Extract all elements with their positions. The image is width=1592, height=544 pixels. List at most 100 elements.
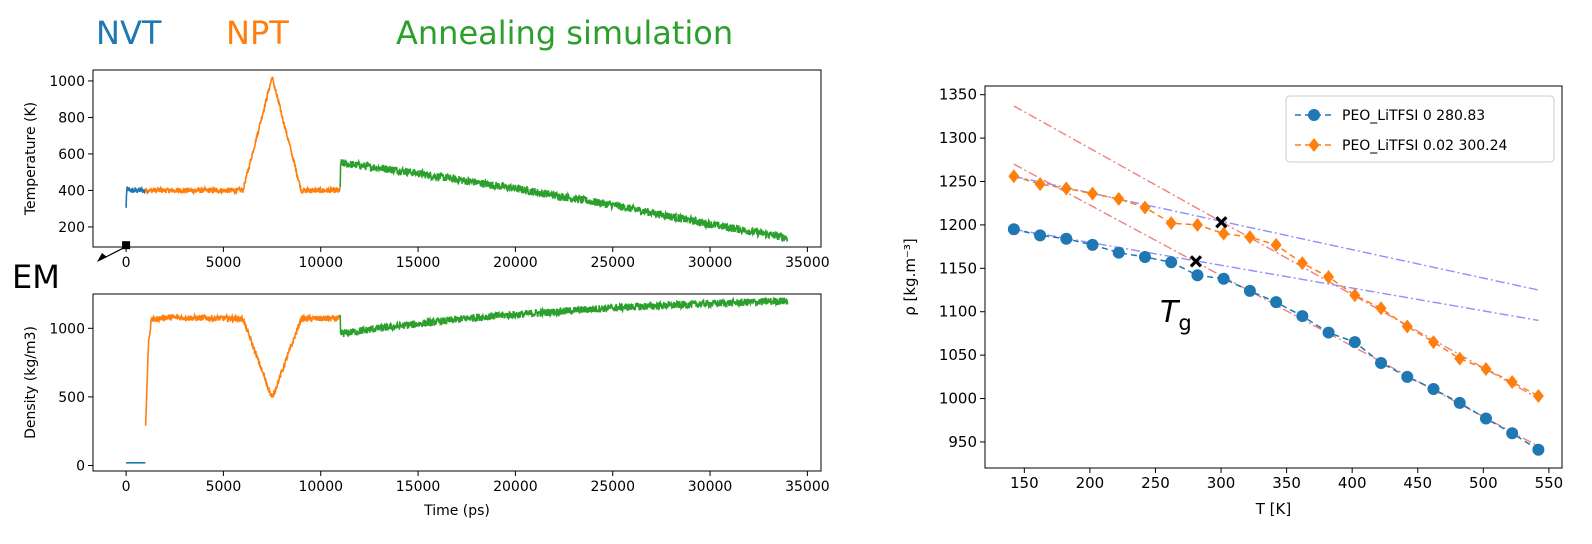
rho-series-0-point bbox=[1007, 223, 1020, 236]
rho-series-1-point bbox=[1296, 256, 1308, 271]
legend-entry-1: PEO_LiTFSI 0.02 300.24 bbox=[1342, 138, 1508, 154]
rho-series-0-line bbox=[1013, 228, 1539, 451]
rho-series-0-point bbox=[1453, 396, 1466, 409]
rho-chart-xtick-label: 500 bbox=[1469, 474, 1498, 492]
density-chart-xtick-label: 0 bbox=[122, 479, 131, 495]
rho-series-1-point bbox=[1480, 362, 1492, 377]
temperature-chart-axes: 0 5000 10000 15000 20000 25000 30000 35000 200 40… bbox=[23, 69, 830, 271]
rho-chart-xtick-label: 250 bbox=[1141, 474, 1170, 492]
rho-series-1-point bbox=[1008, 169, 1020, 184]
density-chart-axes: 0 5000 10000 15000 20000 25000 30000 35000 0 500 1… bbox=[23, 293, 830, 519]
rho-chart-xtick-label: 400 bbox=[1338, 474, 1367, 492]
rho-series-1-point bbox=[1375, 301, 1387, 316]
rho-series-0-point bbox=[1296, 310, 1309, 323]
temperature-chart-ytick-label: 400 bbox=[58, 183, 85, 199]
density-chart-xtick-label: 10000 bbox=[298, 479, 343, 495]
rho-chart-xtick-label: 300 bbox=[1207, 474, 1236, 492]
rho-series-1-point bbox=[1113, 191, 1125, 206]
density-chart-frame bbox=[92, 293, 822, 472]
rho-series-0-point bbox=[1034, 229, 1047, 242]
rho-series-1-point bbox=[1349, 288, 1361, 303]
rho-series-0-point bbox=[1506, 427, 1519, 440]
rho-series-1-point bbox=[1060, 181, 1072, 196]
npt-stage-label: NPT bbox=[226, 14, 289, 52]
density-chart-ytick-label: 1000 bbox=[49, 321, 85, 337]
annealing-stage-label: Annealing simulation bbox=[396, 14, 734, 52]
rho-series-1-point bbox=[1139, 200, 1151, 215]
rho-chart-xlabel: T [K] bbox=[1255, 500, 1291, 518]
rho-chart-xtick-label: 150 bbox=[1010, 474, 1039, 492]
rho-chart-ytick-label: 950 bbox=[948, 433, 977, 451]
rho-series-1-point bbox=[1087, 186, 1099, 201]
rho-series-0-point bbox=[1427, 382, 1440, 395]
temperature-chart-xtick-label: 20000 bbox=[493, 255, 538, 271]
rho-chart-ytick-label: 1350 bbox=[939, 86, 977, 104]
rho-chart-frame bbox=[984, 85, 1563, 469]
rho-series-0-point bbox=[1138, 251, 1151, 264]
density-chart-xtick-label: 25000 bbox=[590, 479, 635, 495]
rho-chart-ytick-label: 1300 bbox=[939, 129, 977, 147]
density-chart-ytick-label: 0 bbox=[76, 459, 85, 475]
rho-legend: PEO_LiTFSI 0 280.83 PEO_LiTFSI 0.02 300.2… bbox=[1285, 95, 1555, 163]
legend-entry-0: PEO_LiTFSI 0 280.83 bbox=[1342, 108, 1485, 124]
rho-series-1-point bbox=[1270, 237, 1282, 252]
temperature-chart-series-annealing bbox=[339, 158, 789, 243]
density-chart-xlabel: Time (ps) bbox=[423, 503, 490, 519]
rho-series-0-point bbox=[1086, 238, 1099, 251]
density-chart-xtick-label: 15000 bbox=[396, 479, 441, 495]
rho-chart-xtick-label: 350 bbox=[1272, 474, 1301, 492]
density-chart-xtick-label: 30000 bbox=[688, 479, 733, 495]
rho-chart-ytick-label: 1100 bbox=[939, 303, 977, 321]
legend-frame bbox=[1285, 95, 1555, 163]
temperature-chart-series-nvt bbox=[125, 185, 146, 208]
rho-series-1-point bbox=[1454, 351, 1466, 366]
density-chart-xtick-label: 5000 bbox=[206, 479, 242, 495]
fit-line-1 bbox=[1013, 105, 1539, 400]
rho-chart-xtick-label: 550 bbox=[1535, 474, 1564, 492]
rho-series-0-point bbox=[1532, 443, 1545, 456]
rho-series-1-point bbox=[1506, 375, 1518, 390]
rho-series-1-point bbox=[1244, 230, 1256, 245]
density-chart-ylabel: Density (kg/m3) bbox=[23, 326, 39, 439]
temperature-chart-frame bbox=[92, 69, 822, 248]
rho-chart-ytick-label: 1150 bbox=[939, 259, 977, 277]
fit-line-3 bbox=[1013, 175, 1539, 291]
rho-chart-ytick-label: 1250 bbox=[939, 173, 977, 191]
rho-series-1-point bbox=[1165, 216, 1177, 231]
rho-series-1-point bbox=[1191, 217, 1203, 232]
temperature-chart-ytick-label: 800 bbox=[58, 110, 85, 126]
temperature-chart-series-npt bbox=[144, 75, 341, 196]
rho-series-1-point bbox=[1323, 270, 1335, 284]
temperature-chart-xtick-label: 0 bbox=[122, 255, 131, 271]
em-arrow-head bbox=[97, 253, 107, 262]
rho-series-0-point bbox=[1270, 296, 1283, 309]
density-chart-ytick-label: 500 bbox=[58, 390, 85, 406]
rho-series-0-point bbox=[1217, 272, 1230, 285]
density-chart-xtick-label: 35000 bbox=[785, 479, 830, 495]
rho-series-0-point bbox=[1479, 412, 1492, 425]
temperature-chart-ytick-label: 1000 bbox=[49, 74, 85, 90]
density-chart-series-npt bbox=[144, 312, 341, 426]
fit-line-2 bbox=[1013, 228, 1539, 322]
rho-series-1-point bbox=[1401, 319, 1413, 334]
rho-chart-ytick-label: 1000 bbox=[939, 390, 977, 408]
temperature-chart-xtick-label: 5000 bbox=[206, 255, 242, 271]
rho-chart-ylabel: ρ [kg.m⁻³] bbox=[901, 238, 919, 316]
density-chart-series-annealing bbox=[339, 296, 789, 338]
rho-series-0-point bbox=[1401, 370, 1414, 383]
temperature-chart-xtick-label: 30000 bbox=[688, 255, 733, 271]
rho-series-0-point bbox=[1375, 356, 1388, 369]
rho-series-0-point bbox=[1060, 232, 1073, 245]
rho-series-0-point bbox=[1243, 284, 1256, 297]
temperature-chart-xtick-label: 25000 bbox=[590, 255, 635, 271]
density-chart-xtick-label: 20000 bbox=[493, 479, 538, 495]
temperature-chart-ylabel: Temperature (K) bbox=[23, 102, 39, 216]
tg-cross-1 bbox=[1215, 216, 1228, 229]
rho-series-0-point bbox=[1165, 256, 1178, 269]
rho-series-0-point bbox=[1112, 246, 1125, 259]
temperature-chart-xtick-label: 15000 bbox=[396, 255, 441, 271]
legend-marker-1 bbox=[1308, 138, 1320, 152]
rho-chart-xtick-label: 200 bbox=[1076, 474, 1105, 492]
rho-series-0-point bbox=[1348, 336, 1361, 349]
